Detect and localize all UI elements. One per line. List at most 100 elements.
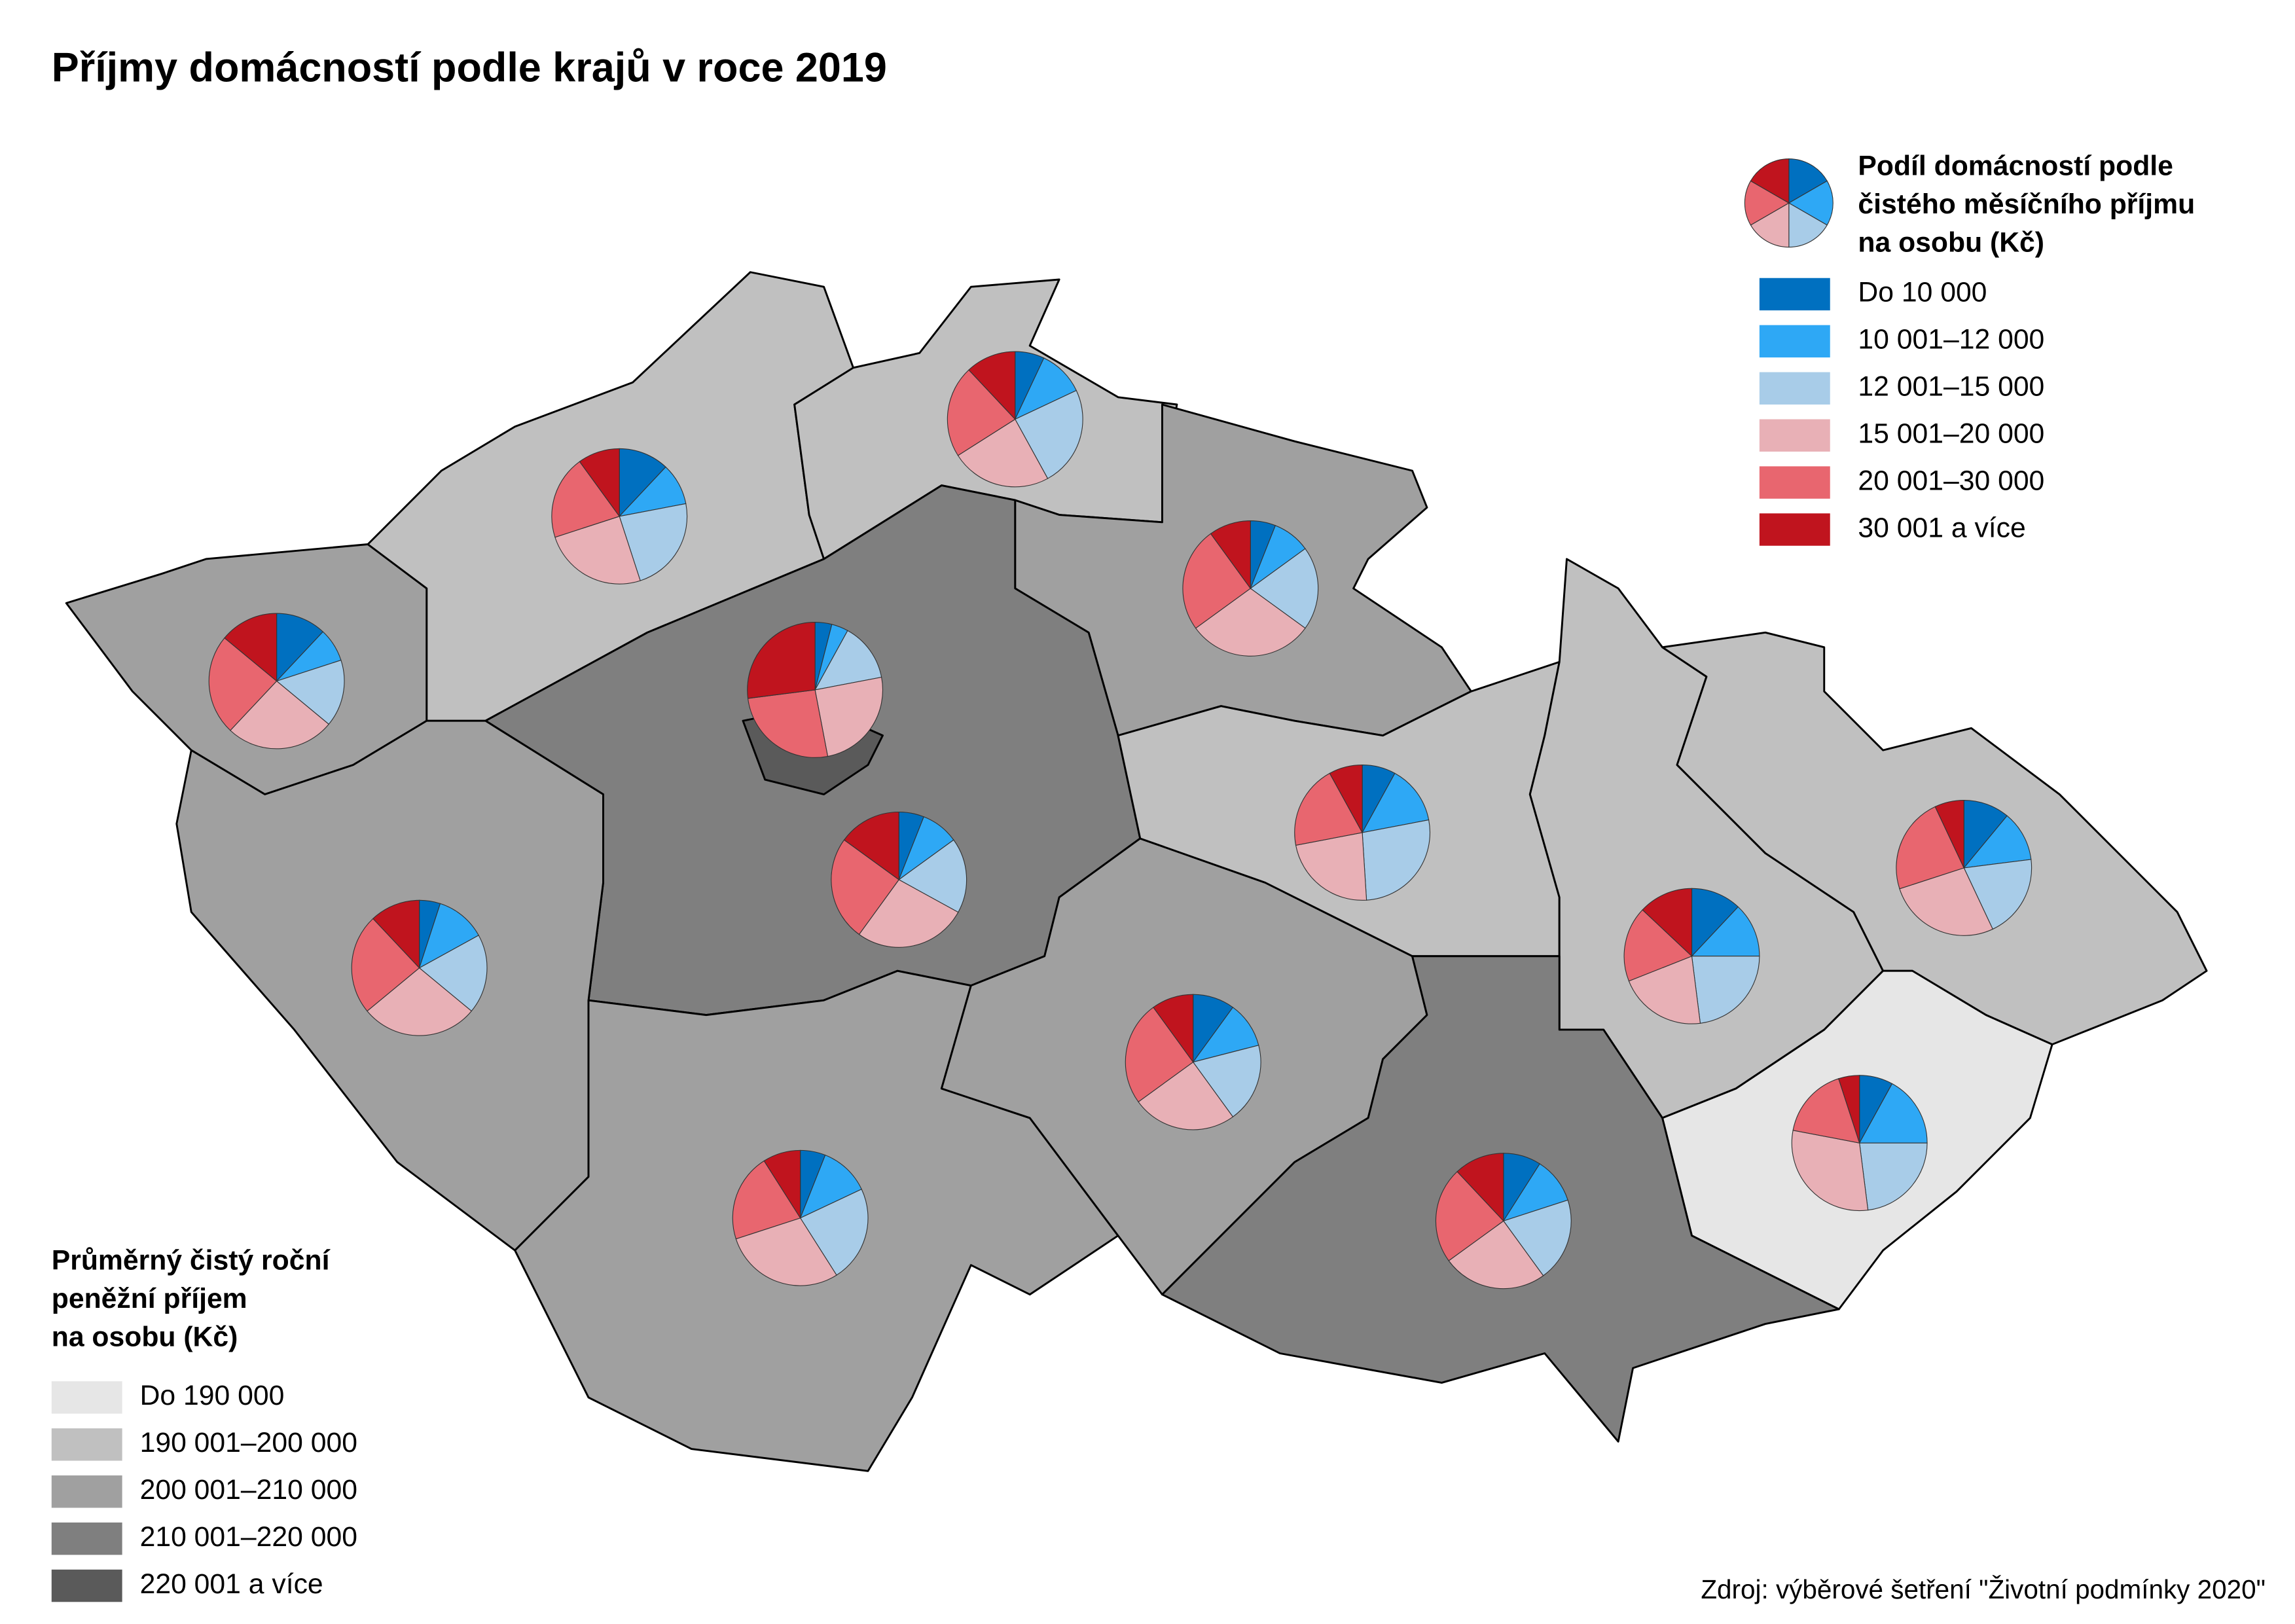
legend-icon-wedge: [1788, 158, 1828, 204]
pie-wedge: [1456, 1153, 1504, 1222]
pie-wedge: [276, 613, 324, 682]
pie-wedge: [1014, 357, 1077, 420]
pie-wedge: [1362, 772, 1430, 833]
legend-icon-wedge: [1744, 180, 1790, 226]
pie-wedge: [1858, 1083, 1928, 1144]
legend-title: na osobu (Kč): [1858, 226, 2044, 258]
pie-wedge: [554, 516, 641, 585]
pie-wedge: [276, 659, 345, 725]
pie-wedge: [1329, 765, 1363, 833]
legend-swatch: [51, 1475, 122, 1508]
pie-wedge: [1502, 1199, 1572, 1276]
pie-wedge: [1691, 888, 1739, 958]
pie-wedge: [1896, 806, 1965, 890]
legend-label: 15 001–20 000: [1858, 418, 2044, 449]
pie-wedge: [1192, 1045, 1261, 1117]
legend-swatch: [1759, 325, 1830, 358]
pie-wedge: [418, 935, 488, 1012]
region-pie: [1125, 994, 1261, 1130]
legend-swatch: [51, 1381, 122, 1414]
pie-wedge: [1182, 533, 1252, 629]
pie-wedge: [968, 351, 1016, 420]
pie-wedge: [1153, 994, 1194, 1064]
pie-wedge: [1125, 1007, 1194, 1103]
pie-wedge: [1014, 389, 1083, 479]
legend-icon-wedge: [1750, 158, 1790, 204]
legend-label: 190 001–200 000: [140, 1427, 357, 1458]
region-pie: [831, 811, 967, 948]
pie-wedge: [747, 622, 816, 699]
legend-label: 210 001–220 000: [140, 1521, 357, 1553]
pie-wedge: [351, 918, 420, 1012]
pie-wedge: [858, 879, 959, 948]
pie-wedge: [1791, 1130, 1869, 1212]
legend-label: 20 001–30 000: [1858, 465, 2044, 496]
legend-label: 220 001 a více: [140, 1568, 323, 1600]
pie-wedge: [372, 899, 420, 969]
pie-wedge: [619, 503, 688, 581]
legend-title: čistého měsíčního příjmu: [1858, 189, 2195, 220]
legend-icon-wedge: [1788, 202, 1828, 248]
legend-swatch: [51, 1522, 122, 1555]
pie-wedge: [1691, 956, 1760, 1024]
pie-wedge: [763, 1149, 801, 1219]
region-pie: [947, 351, 1083, 488]
legend-label: Do 190 000: [140, 1380, 285, 1411]
pie-wedge: [1448, 1220, 1544, 1290]
legend-label: 30 001 a více: [1858, 512, 2025, 543]
pie-wedge: [747, 689, 829, 758]
legend-swatch: [1759, 278, 1830, 311]
pies: [208, 351, 2033, 1290]
pie-wedge: [1859, 1142, 1928, 1211]
pie-wedge: [1362, 819, 1431, 901]
pie-wedge: [1502, 1163, 1568, 1222]
pie-wedge: [799, 1154, 862, 1219]
pie-wedge: [1623, 909, 1693, 982]
pie-wedge: [619, 448, 666, 518]
pie-wedge: [1792, 1078, 1860, 1144]
pie-wedge: [1435, 1171, 1504, 1261]
pie-wedge: [814, 630, 882, 691]
pie-wedge: [814, 676, 883, 757]
region-pie: [1896, 799, 2033, 936]
region-pie: [1182, 520, 1319, 657]
region-pie: [351, 899, 488, 1036]
pie-wedge: [224, 613, 278, 682]
title: Příjmy domácností podle krajů v roce 201…: [52, 45, 887, 90]
region-pie: [208, 613, 345, 749]
legend-swatch: [1759, 419, 1830, 452]
legend-title: Podíl domácností podle: [1858, 150, 2173, 181]
pie-wedge: [208, 637, 278, 731]
region-pie: [1791, 1075, 1928, 1212]
pie-wedge: [230, 680, 330, 749]
pie-wedge: [1628, 955, 1701, 1024]
pie-wedge: [1838, 1075, 1860, 1144]
pie-wedge: [551, 461, 621, 538]
area-legend: Průměrný čistý roční peněžní příjem na oso…: [52, 1244, 357, 1602]
region-pie: [1623, 888, 1760, 1024]
pie-wedge: [957, 418, 1049, 488]
pie-wedge: [1642, 888, 1693, 958]
pie-wedge: [843, 811, 899, 880]
legend-title: na osobu (Kč): [52, 1321, 238, 1352]
pie-wedge: [732, 1160, 801, 1240]
pie-wedge: [1962, 815, 2032, 869]
legend-label: 10 001–12 000: [1858, 324, 2044, 355]
pie-wedge: [799, 1188, 869, 1276]
legend-swatch: [1759, 466, 1830, 499]
pie-wedge: [1295, 832, 1367, 901]
pie-wedge: [1963, 859, 2033, 930]
legend-label: Do 10 000: [1858, 277, 1987, 308]
region-pie: [732, 1149, 869, 1286]
region-pie: [747, 622, 883, 758]
legend-swatch: [1759, 513, 1830, 546]
legend-label: 200 001–210 000: [140, 1474, 357, 1506]
region-pie: [551, 448, 688, 585]
pie-wedge: [735, 1218, 837, 1286]
pie-wedge: [1195, 588, 1306, 657]
source: Zdroj: výběrové šetření "Životní podmínk…: [1701, 1574, 2266, 1604]
pie-wedge: [1192, 1007, 1259, 1063]
pie-wedge: [1691, 906, 1760, 957]
